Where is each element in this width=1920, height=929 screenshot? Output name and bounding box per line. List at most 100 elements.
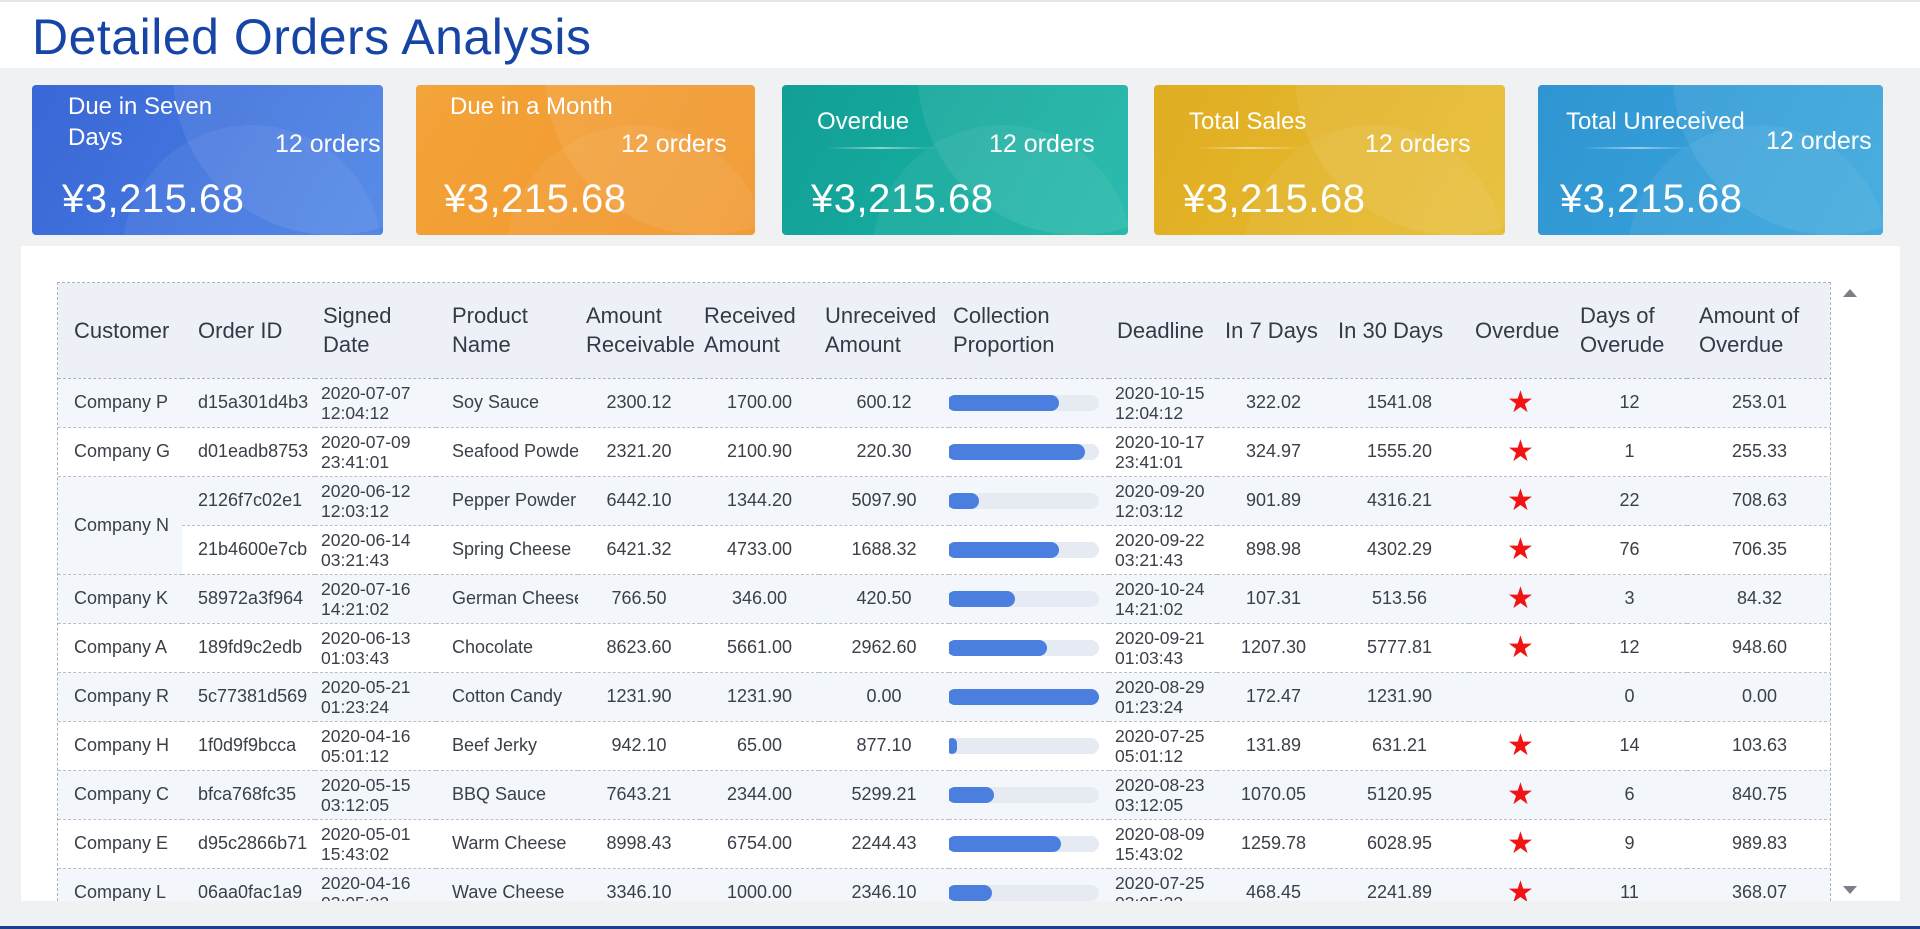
in7-cell: 468.45 [1217,868,1330,901]
caret-up-icon[interactable] [1843,289,1857,297]
signed-date-date: 2020-04-16 [321,725,411,746]
signed-date-time: 03:12:05 [321,794,390,815]
table-row[interactable]: 21b4600e7cb 2020-06-14 03:21:43 Spring Chee… [58,525,1830,575]
in30-cell: 1231.90 [1330,672,1469,722]
col-header[interactable]: Order ID [182,283,315,379]
signed-date-cell: 2020-04-16 05:01:12 [315,721,436,771]
deadline-time: 03:21:43 [1115,549,1184,570]
card-label: Total Unreceived [1566,108,1745,135]
in7-cell: 322.02 [1217,378,1330,428]
card-due-month[interactable]: Due in a Month 12 orders ¥3,215.68 [416,85,755,235]
col-header[interactable]: Amount of Overdue [1687,283,1830,379]
collection-proportion-cell [949,819,1109,869]
col-header[interactable]: In 30 Days [1330,283,1469,379]
signed-date-date: 2020-04-16 [321,872,411,893]
card-count: 12 orders [1365,130,1471,158]
star-icon: ★ [1507,630,1534,664]
overdue-cell: ★ [1469,525,1572,575]
received-amount: 6754.00 [726,833,793,853]
customer-name: Company P [74,392,169,412]
in-30-days: 1231.90 [1366,686,1433,706]
collection-progress-bar [949,541,1099,558]
deadline-time: 01:03:43 [1115,647,1184,668]
deadline-time: 03:12:05 [1115,794,1184,815]
table-row[interactable]: Company R 5c77381d569 2020-05-21 01:23:24 Co… [58,672,1830,722]
card-label: Overdue [817,108,910,135]
deadline-date: 2020-10-24 [1115,578,1205,599]
signed-date-time: 01:23:24 [321,696,390,717]
deadline: 2020-08-09 15:43:02 [1115,824,1217,864]
days-overdue-cell: 22 [1572,476,1687,526]
receivable-cell: 2300.12 [578,378,700,428]
table-row[interactable]: Company L06aa0fac1a92020-04-1603:05:22Wa… [58,868,1830,902]
col-header[interactable]: Days of Overude [1572,283,1687,379]
product-cell: Spring Cheese [436,525,578,575]
in7-cell: 131.89 [1217,721,1330,771]
collection-proportion-cell [949,427,1109,477]
collection-progress-fill [949,394,1060,411]
deadline-time: 12:04:12 [1115,402,1184,423]
card-total-sales[interactable]: Total Sales 12 orders ¥3,215.68 [1154,85,1505,235]
collection-progress-bar [949,590,1099,607]
col-header[interactable]: Received Amount [700,283,819,379]
caret-down-icon[interactable] [1843,886,1857,894]
card-count: 12 orders [989,130,1095,158]
signed-date: 2020-07-16 14:21:02 [321,579,436,619]
amount-overdue-cell: 708.63 [1687,476,1830,526]
in-30-days: 2241.89 [1366,882,1433,901]
deadline: 2020-10-15 12:04:12 [1115,383,1217,423]
col-header[interactable]: Amount Receivable [578,283,700,379]
signed-date: 2020-06-13 01:03:43 [321,628,436,668]
product-cell: Chocolate [436,623,578,673]
product-name: Soy Sauce [452,392,540,412]
table-row[interactable]: Company A 189fd9c2edb 2020-06-13 01:03:43 Ch… [58,623,1830,673]
order-id-cell: 189fd9c2edb [182,623,315,673]
card-amount: ¥3,215.68 [444,177,627,221]
deadline: 2020-09-20 12:03:12 [1115,481,1217,521]
table-header-row: Customer Order ID Signed Date Product Na… [58,283,1830,379]
table-row[interactable]: Company H 1f0d9f9bcca 2020-04-16 05:01:12 Be… [58,721,1830,771]
in-7-days: 901.89 [1245,490,1302,510]
received-cell: 4733.00 [700,525,819,575]
col-header[interactable]: Product Name [436,283,578,379]
in-30-days: 5777.81 [1366,637,1433,657]
col-header[interactable]: Deadline [1109,283,1217,379]
col-header[interactable]: In 7 Days [1217,283,1330,379]
table-row[interactable]: Company N 2126f7c02e1 2020-06-12 12:03:12 Pe… [58,476,1830,575]
col-header[interactable]: Customer [58,283,182,379]
card-due-seven-days[interactable]: Due in Seven Days 12 orders ¥3,215.68 [32,85,383,235]
table-row[interactable]: Company K 58972a3f964 2020-07-16 14:21:02 Ge… [58,574,1830,624]
amount-receivable: 766.50 [611,588,667,608]
received-amount: 1000.00 [726,882,793,901]
signed-date-date: 2020-06-14 [321,529,411,550]
card-total-unreceived[interactable]: Total Unreceived 12 orders ¥3,215.68 [1538,85,1883,235]
col-header[interactable]: Collection Proportion [949,283,1109,379]
collection-progress-fill [949,786,994,803]
bottom-divider [0,926,1920,929]
deadline: 2020-08-29 01:23:24 [1115,677,1217,717]
signed-date-cell: 2020-05-21 01:23:24 [315,672,436,722]
days-overdue-cell: 9 [1572,819,1687,869]
card-overdue[interactable]: Overdue 12 orders ¥3,215.68 [782,85,1128,235]
in-30-days: 1541.08 [1366,392,1433,412]
customer-cell: Company G [58,427,182,477]
deadline-cell: 2020-08-29 01:23:24 [1109,672,1217,722]
order-id: d15a301d4b3 [198,392,309,412]
col-header[interactable]: Signed Date [315,283,436,379]
collection-proportion-cell [949,476,1109,526]
in-30-days: 5120.95 [1366,784,1433,804]
deadline-time: 03:05:22 [1115,893,1183,902]
orders-table-container[interactable]: Customer Order ID Signed Date Product Na… [57,282,1831,901]
product-cell: Pepper Powder [436,476,578,526]
col-header[interactable]: Overdue [1469,283,1572,379]
overdue-cell: ★ [1469,574,1572,624]
product-name: BBQ Sauce [452,784,547,804]
in7-cell: 172.47 [1217,672,1330,722]
product-name: Chocolate [452,637,534,657]
in-30-days: 6028.95 [1366,833,1433,853]
col-header[interactable]: Unreceived Amount [819,283,949,379]
